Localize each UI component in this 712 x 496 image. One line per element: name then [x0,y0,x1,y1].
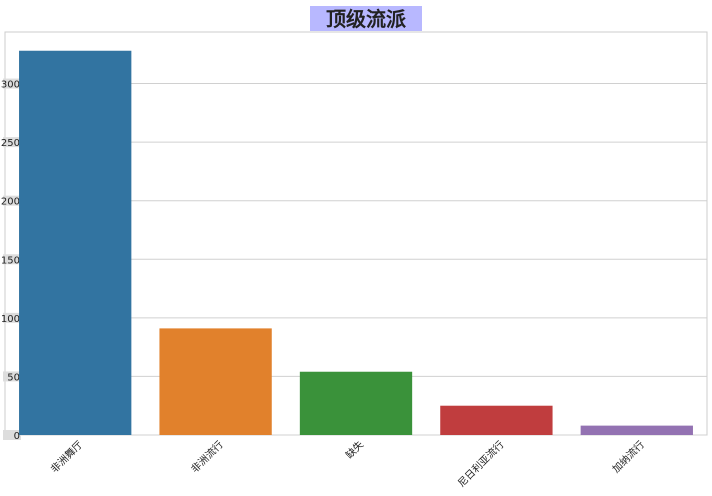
y-tick-label: 100 [1,314,20,325]
y-tick-label: 300 [1,80,20,91]
title-highlight [310,6,422,31]
y-tick-label: 250 [1,138,20,149]
bar [19,50,132,435]
tick-label-bg [3,137,21,148]
chart-title: 顶级流派 [326,7,407,31]
tick-label-bg [3,78,21,89]
tick-label-bg [3,254,21,265]
x-tick-label: 非洲舞厅 [49,439,86,476]
bar [299,371,413,435]
bar [159,328,272,435]
x-tick-label: 尼日利亚流行 [455,438,507,490]
bar [580,425,693,435]
y-tick-label: 50 [7,372,20,383]
x-tick-label: 缺失 [343,438,366,461]
tick-label-bg [3,195,21,206]
tick-label-bg [3,371,21,382]
tick-label-bg [3,430,21,440]
x-tick-label: 非洲流行 [188,438,225,475]
y-tick-label: 0 [14,431,20,442]
y-tick-label: 150 [1,255,20,266]
tick-label-bg [3,312,21,323]
bar [440,405,553,435]
y-tick-label: 200 [1,197,20,208]
x-tick-label: 加纳流行 [609,438,646,475]
